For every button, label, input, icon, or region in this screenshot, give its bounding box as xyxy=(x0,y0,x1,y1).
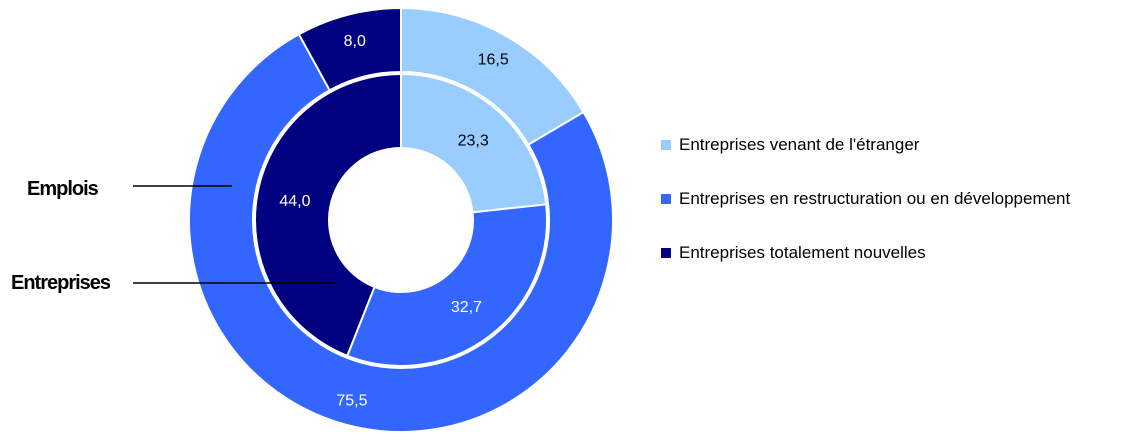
inner-ring-slice-2 xyxy=(345,203,548,367)
legend-swatch xyxy=(661,140,671,150)
legend-label: Entreprises venant de l'étranger xyxy=(679,135,920,154)
legend-label: Entreprises totalement nouvelles xyxy=(679,243,926,262)
legend-swatch xyxy=(661,248,671,258)
outer-ring-slice-3 xyxy=(297,6,402,92)
legend-label: Entreprises en restructuration ou en dév… xyxy=(679,189,1071,208)
inner-ring-value-label: 44,0 xyxy=(279,193,310,210)
inner-ring-slice-3 xyxy=(254,72,402,358)
ring-name-label: Emplois xyxy=(27,178,99,200)
outer-ring-slice-2 xyxy=(188,32,614,433)
outer-ring-value-label: 16,5 xyxy=(478,51,509,68)
outer-ring-value-label: 8,0 xyxy=(344,33,366,50)
inner-ring-value-label: 23,3 xyxy=(458,133,489,150)
inner-ring-value-label: 32,7 xyxy=(451,299,482,316)
ring-name-label: Entreprises xyxy=(11,272,111,294)
legend-swatch xyxy=(661,194,671,204)
inner-ring-slice-1 xyxy=(400,72,548,214)
outer-ring-value-label: 75,5 xyxy=(336,392,367,409)
